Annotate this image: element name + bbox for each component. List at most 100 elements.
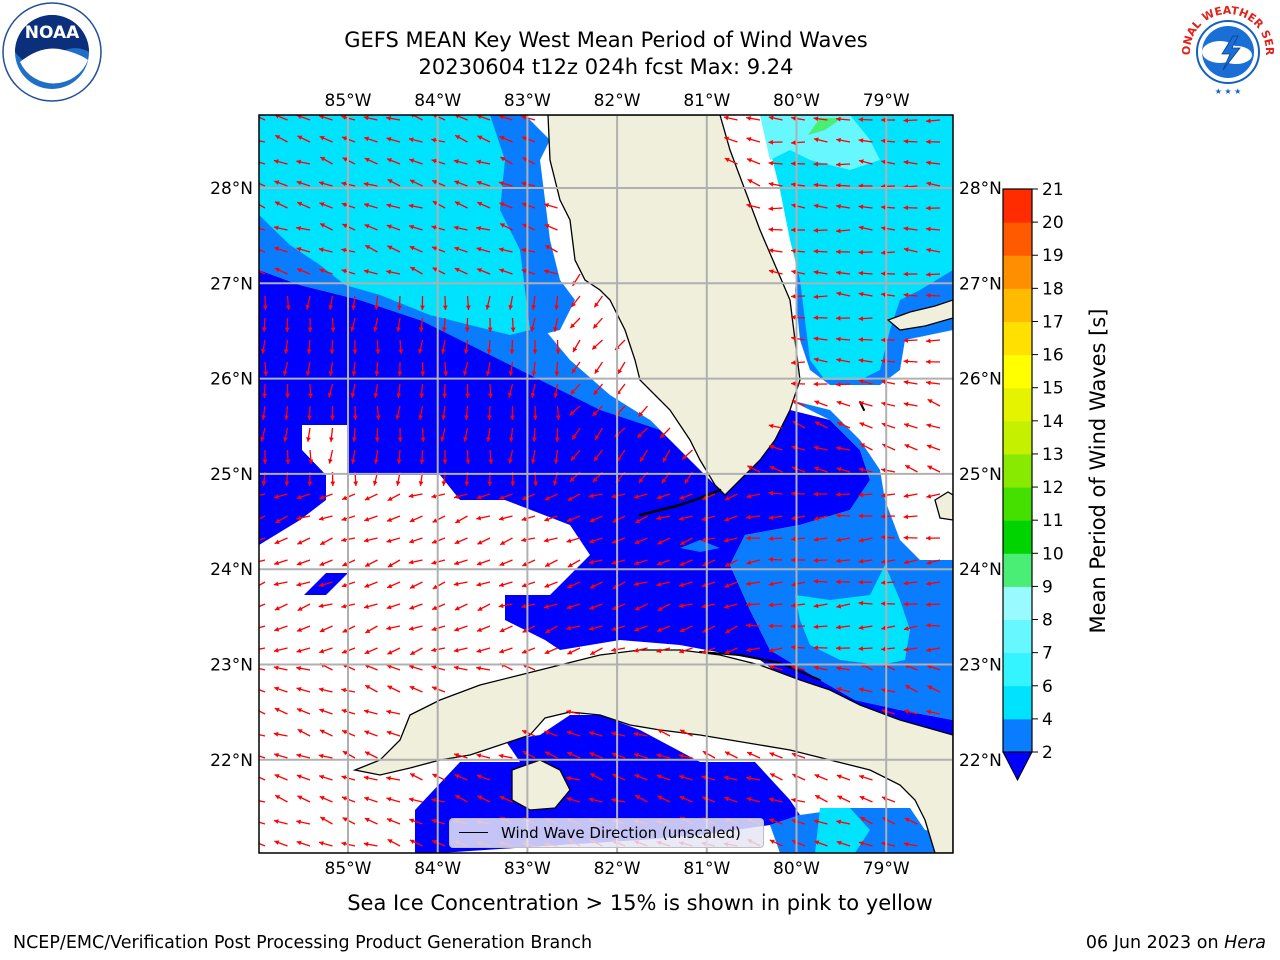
- wave-arrow: [926, 581, 941, 586]
- wave-arrow: [903, 118, 918, 123]
- wave-arrow: [531, 295, 537, 310]
- wave-arrow: [543, 269, 558, 275]
- wave-arrow: [746, 158, 761, 165]
- wave-arrow: [499, 222, 513, 231]
- wave-arrow: [259, 140, 266, 143]
- wave-arrow: [881, 337, 895, 343]
- wave-arrow: [261, 317, 267, 333]
- wave-arrow: [296, 774, 311, 781]
- wave-arrow: [701, 515, 716, 522]
- wave-arrow: [259, 161, 266, 165]
- colorbar-under-extend: [1002, 751, 1033, 782]
- wave-arrow: [858, 337, 873, 342]
- wave-arrow: [259, 821, 266, 825]
- wave-arrow: [813, 624, 828, 630]
- wave-arrow: [813, 665, 828, 671]
- wave-arrow: [747, 465, 761, 473]
- wave-arrow: [768, 623, 783, 629]
- wave-arrow: [499, 156, 513, 165]
- wave-arrow: [566, 537, 581, 543]
- wave-arrow: [746, 203, 761, 209]
- wave-arrow: [858, 291, 873, 297]
- wave-arrow: [588, 731, 603, 737]
- wave-arrow: [634, 625, 648, 632]
- colorbar-segment: [1003, 354, 1032, 389]
- wave-arrow: [836, 537, 851, 543]
- wave-arrow: [477, 537, 491, 545]
- wave-arrow: [328, 361, 334, 376]
- wave-arrow: [555, 339, 561, 355]
- wave-arrow: [296, 647, 311, 653]
- wave-arrow: [903, 160, 918, 165]
- wave-arrow: [566, 775, 581, 781]
- wave-arrow: [566, 797, 581, 803]
- wave-arrow: [463, 427, 469, 442]
- footer-credit: NCEP/EMC/Verification Post Processing Pr…: [13, 933, 593, 953]
- colorbar-tick-label: 13: [1042, 445, 1064, 465]
- colorbar-tick-label: 16: [1042, 346, 1064, 366]
- wave-arrow: [476, 115, 491, 121]
- wave-arrow: [566, 515, 581, 522]
- wave-arrow: [454, 201, 468, 209]
- wave-arrow: [408, 664, 423, 671]
- wave-arrow: [319, 493, 333, 500]
- wave-arrow: [274, 794, 288, 803]
- wave-arrow: [836, 819, 851, 825]
- wave-arrow: [593, 449, 604, 462]
- wave-arrow: [308, 383, 313, 399]
- wave-arrow: [657, 795, 671, 803]
- wave-arrow: [701, 775, 716, 781]
- wave-arrow: [262, 450, 268, 464]
- wave-arrow: [440, 339, 446, 354]
- lat-label-left: 27°N: [210, 274, 253, 294]
- wave-arrow: [319, 559, 333, 566]
- wave-arrow: [925, 293, 941, 298]
- wave-arrow: [611, 752, 626, 759]
- wave-arrow: [813, 294, 828, 300]
- wave-arrow: [926, 160, 941, 166]
- wave-arrow: [768, 602, 783, 608]
- wave-arrow: [768, 797, 783, 803]
- wave-arrow: [420, 361, 426, 377]
- wave-arrow: [835, 116, 851, 122]
- wave-arrow: [262, 295, 268, 311]
- wave-arrow: [273, 581, 288, 587]
- colorbar-tick-label: 8: [1042, 611, 1053, 631]
- wave-arrow: [790, 623, 806, 629]
- wave-arrow: [454, 180, 468, 187]
- wave-arrow: [306, 339, 312, 355]
- wave-arrow: [724, 581, 738, 588]
- wave-arrow: [745, 535, 761, 541]
- wave-arrow: [259, 733, 266, 737]
- wave-arrow: [634, 515, 648, 524]
- wave-arrow: [656, 625, 671, 632]
- wave-arrow: [926, 247, 941, 253]
- wave-arrow: [409, 839, 423, 847]
- wave-arrow: [633, 647, 648, 653]
- wave-arrow: [813, 579, 828, 584]
- colorbar-segment: [1003, 586, 1032, 621]
- wave-arrow: [791, 557, 805, 563]
- wave-arrow: [903, 514, 918, 520]
- shading-2-4s-patch: [680, 540, 720, 552]
- wave-arrow: [656, 753, 671, 759]
- wave-arrow: [509, 427, 514, 442]
- wave-arrow: [926, 181, 941, 187]
- wave-arrow: [363, 841, 378, 847]
- wave-arrow: [409, 158, 423, 165]
- wave-arrow: [571, 361, 581, 374]
- colorbar-tick-label: 14: [1042, 412, 1064, 432]
- wave-arrow: [633, 559, 648, 566]
- wave-arrow: [387, 647, 401, 655]
- wave-arrow: [881, 159, 896, 165]
- wave-arrow: [746, 581, 761, 586]
- wave-arrow: [903, 535, 918, 541]
- wave-arrow: [476, 225, 491, 231]
- wave-arrow: [297, 728, 311, 737]
- wave-arrow: [386, 625, 401, 631]
- wave-arrow: [487, 405, 492, 421]
- wave-arrow: [572, 339, 581, 353]
- lat-label-right: 24°N: [959, 560, 1002, 580]
- wave-arrow: [329, 427, 334, 442]
- wave-arrow: [724, 647, 738, 655]
